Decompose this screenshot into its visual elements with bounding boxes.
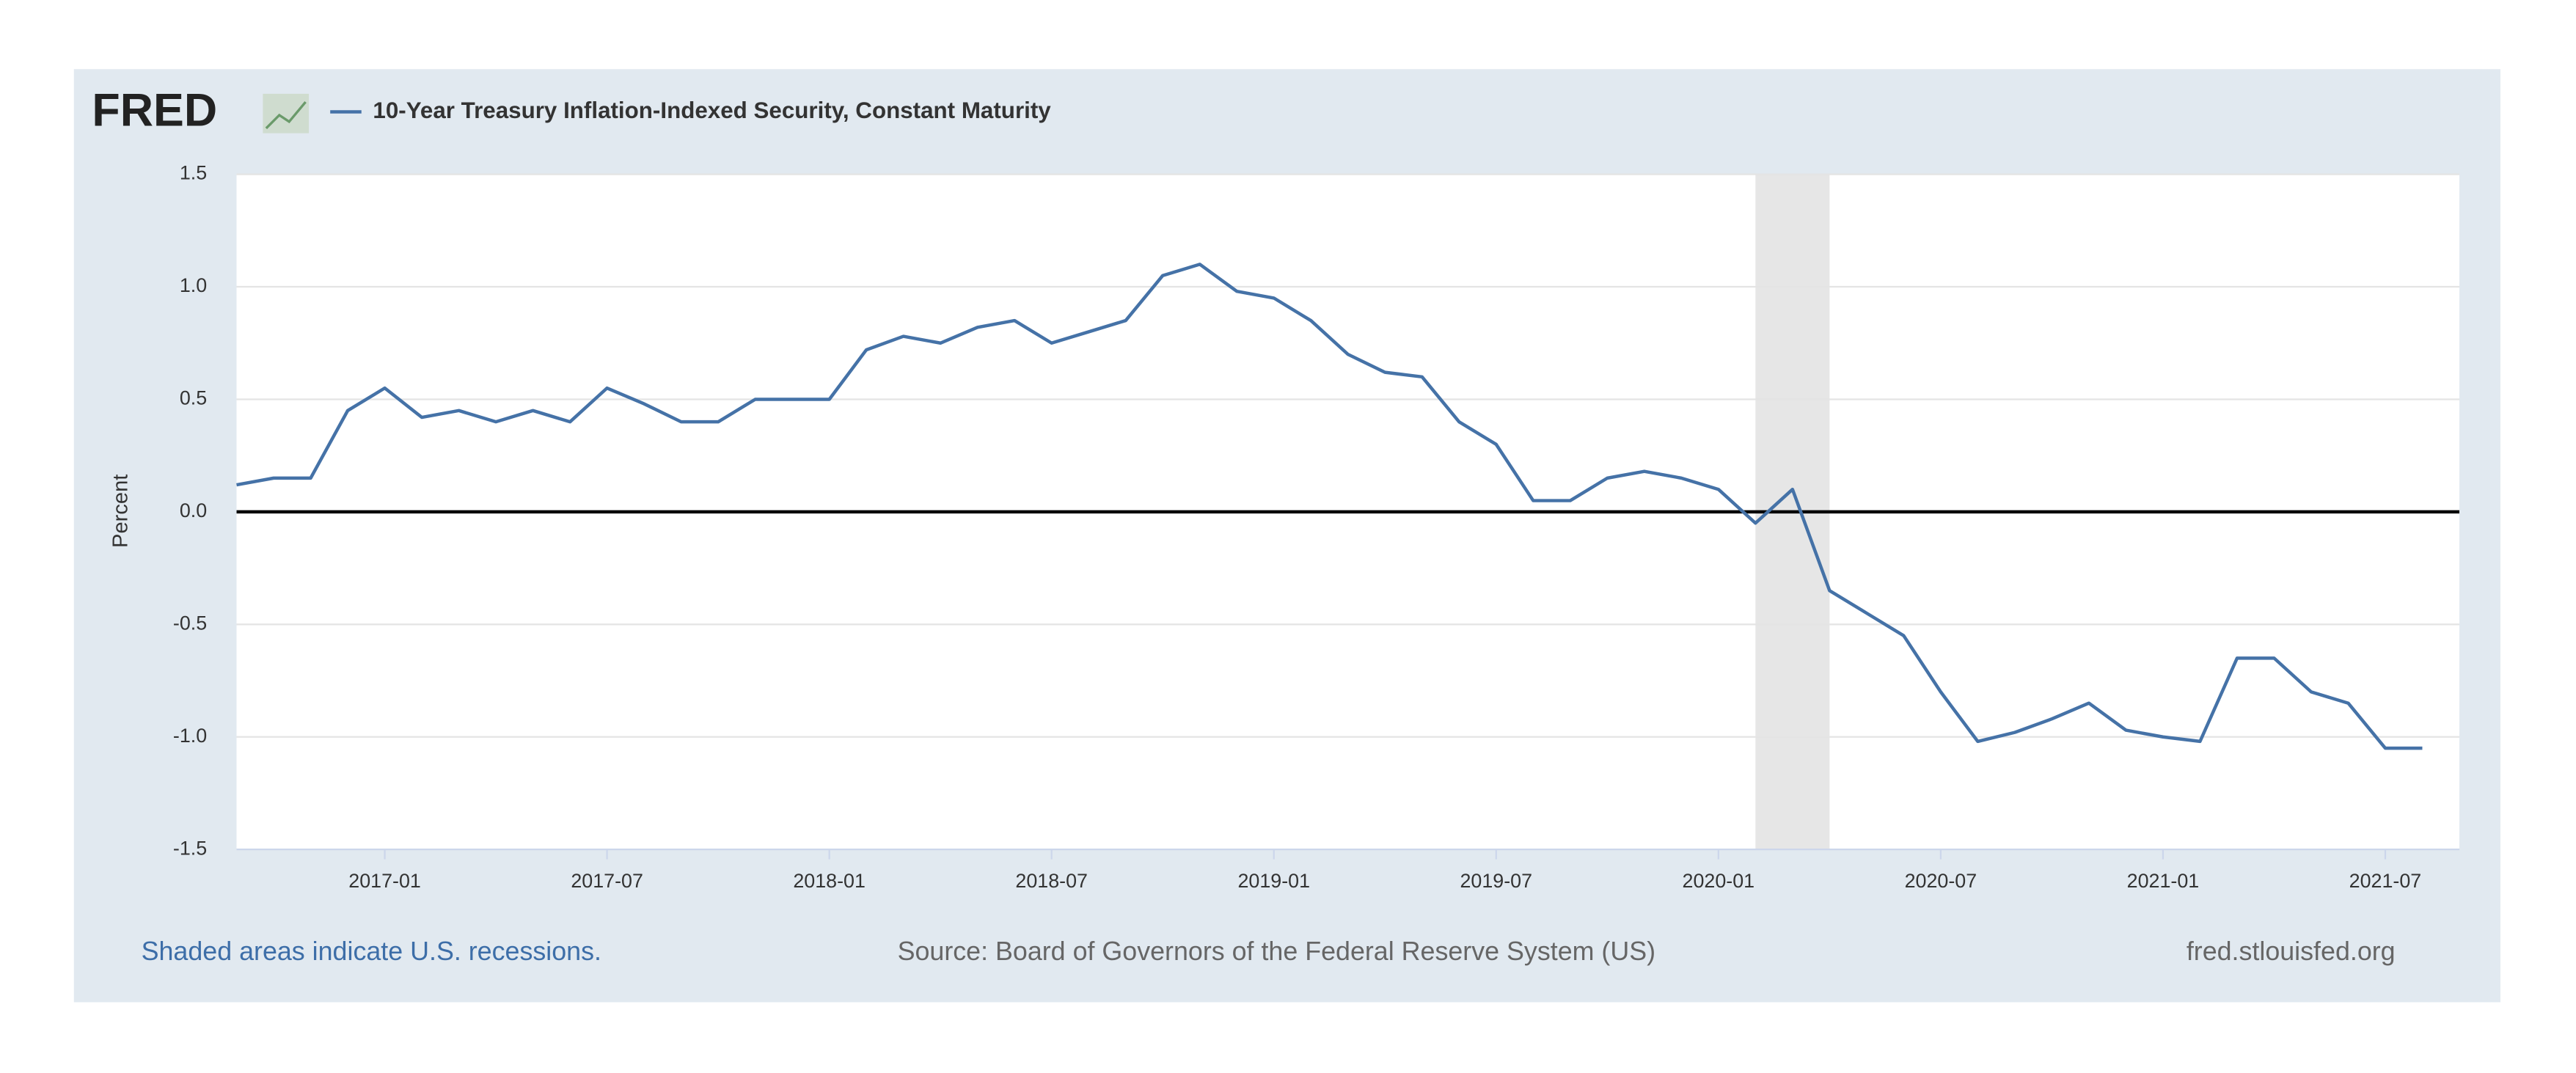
x-tick-label: 2019-07 bbox=[1460, 870, 1532, 892]
recession-note[interactable]: Shaded areas indicate U.S. recessions. bbox=[142, 937, 601, 966]
x-tick-label: 2021-07 bbox=[2349, 870, 2422, 892]
x-tick-label: 2019-01 bbox=[1237, 870, 1310, 892]
y-tick-label: 0.0 bbox=[180, 499, 207, 521]
y-tick-label: 0.5 bbox=[180, 387, 207, 409]
site[interactable]: fred.stlouisfed.org bbox=[2187, 937, 2396, 966]
x-tick-label: 2018-01 bbox=[793, 870, 866, 892]
y-tick-label: -0.5 bbox=[173, 612, 207, 634]
logo: FRED bbox=[92, 84, 217, 136]
y-tick-label: 1.5 bbox=[180, 162, 207, 184]
x-tick-label: 2021-01 bbox=[2127, 870, 2200, 892]
source: Source: Board of Governors of the Federa… bbox=[898, 937, 1655, 966]
x-tick-label: 2020-01 bbox=[1683, 870, 1755, 892]
x-tick-label: 2017-01 bbox=[348, 870, 421, 892]
x-tick-label: 2018-07 bbox=[1015, 870, 1088, 892]
x-tick-label: 2017-07 bbox=[571, 870, 643, 892]
series-line bbox=[236, 263, 2423, 750]
y-tick-label: 1.0 bbox=[180, 274, 207, 296]
y-tick-label: -1.5 bbox=[173, 837, 207, 859]
y-tick-label: -1.0 bbox=[173, 725, 207, 747]
legend-label: 10-Year Treasury Inflation-Indexed Secur… bbox=[373, 98, 1051, 123]
x-tick-label: 2020-07 bbox=[1905, 870, 1977, 892]
y-axis-label: Percent bbox=[109, 475, 132, 548]
plot: -1.5 -1.0 -0.5 0.0 0.5 1.0 1.5 2017-01 2017-07 20… bbox=[173, 162, 2459, 892]
logo-icon bbox=[263, 93, 310, 133]
logo-icon-line bbox=[265, 100, 307, 130]
